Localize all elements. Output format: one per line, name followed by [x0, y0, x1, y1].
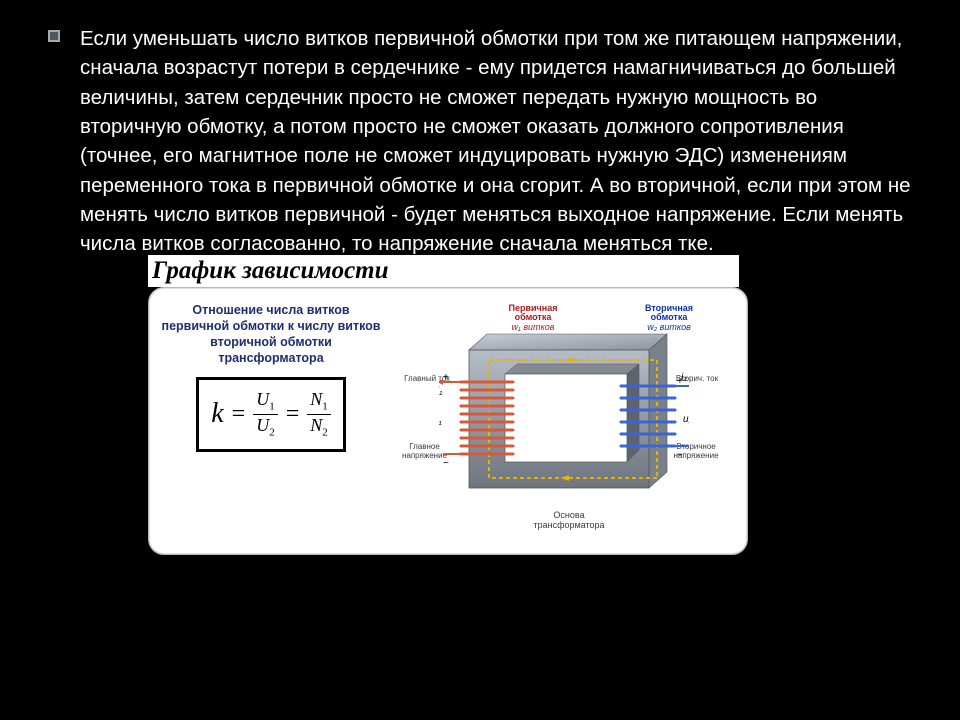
transformer-core-icon: i₁ u₁ + − — [439, 324, 689, 514]
u2-sub: 2 — [269, 426, 275, 438]
formula-lhs: k — [211, 398, 223, 430]
fraction-u: U1 U2 — [253, 390, 278, 439]
svg-text:u₁: u₁ — [439, 416, 442, 427]
n2-den: N — [310, 415, 322, 435]
svg-text:−: − — [677, 450, 683, 461]
label-primary-t: Первичная обмотка — [509, 303, 558, 323]
body-text: Если уменьшать число витков первичной об… — [80, 24, 912, 259]
svg-text:−: − — [443, 458, 449, 469]
ratio-caption: Отношение числа витков первичной обмотки… — [161, 302, 381, 367]
transformer-diagram: Первичная обмотка w₁ витков Вторичная об… — [399, 302, 719, 532]
n1-num: N — [310, 389, 322, 409]
figure: График зависимости Отношение числа витко… — [148, 255, 748, 555]
svg-text:+: + — [677, 376, 683, 387]
svg-text:u₂: u₂ — [683, 414, 689, 425]
svg-text:i₁: i₁ — [439, 386, 442, 397]
equals-1: = — [232, 401, 246, 428]
figure-title: График зависимости — [148, 255, 739, 287]
bullet-row: Если уменьшать число витков первичной об… — [48, 24, 912, 259]
svg-text:+: + — [443, 372, 449, 383]
fraction-n: N1 N2 — [307, 390, 331, 439]
u1-num: U — [256, 389, 269, 409]
slide: Если уменьшать число витков первичной об… — [0, 0, 960, 720]
label-secondary-t: Вторичная обмотка — [645, 303, 693, 323]
formula-column: Отношение числа витков первичной обмотки… — [161, 302, 381, 542]
bullet-marker-icon — [48, 30, 60, 42]
figure-panel: Отношение числа витков первичной обмотки… — [148, 287, 748, 555]
u2-den: U — [256, 415, 269, 435]
n2-sub: 2 — [322, 426, 328, 438]
formula-box: k = U1 U2 = N1 N2 — [196, 377, 346, 452]
u1-sub: 1 — [269, 400, 275, 412]
equals-2: = — [286, 401, 300, 428]
n1-sub: 1 — [322, 400, 328, 412]
